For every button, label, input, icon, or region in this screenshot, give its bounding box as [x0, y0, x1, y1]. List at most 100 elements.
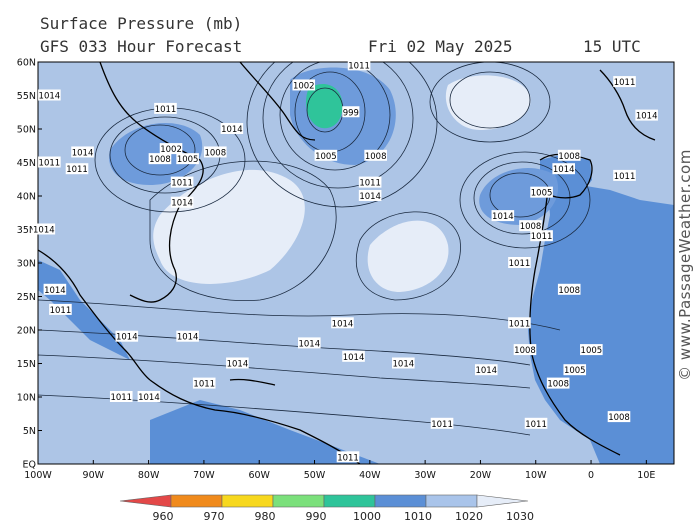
isobar-line	[124, 124, 196, 176]
isobar-label: 1011	[613, 76, 636, 88]
coastline	[239, 62, 316, 141]
isobar-label: 1008	[519, 220, 542, 232]
isobar-label: 1014	[176, 330, 199, 343]
svg-text:1002: 1002	[293, 81, 315, 91]
isobar-label: 1005	[530, 186, 553, 199]
lat-label: 20N	[17, 326, 36, 337]
isobar-label: 1011	[154, 102, 177, 115]
isobar-label: 1008	[364, 149, 387, 162]
svg-text:1002: 1002	[160, 145, 182, 155]
isobar-label: 1005	[314, 149, 338, 162]
svg-text:1014: 1014	[177, 333, 199, 343]
svg-text:1008: 1008	[149, 155, 171, 165]
svg-text:1014: 1014	[39, 92, 61, 102]
svg-text:1014: 1014	[72, 148, 94, 158]
svg-text:1011: 1011	[39, 159, 61, 169]
isobar-label: 1008	[513, 344, 537, 356]
svg-text:1005: 1005	[531, 189, 553, 199]
isobar-label: 1014	[115, 330, 139, 343]
isobar-label: 1005	[563, 364, 587, 376]
lat-label: 15N	[17, 359, 36, 370]
isobar-label: 1014	[170, 196, 194, 209]
isobar-label: 1011	[38, 156, 61, 169]
legend-label: 1000	[353, 510, 381, 523]
isobar-label: 1011	[530, 230, 553, 242]
svg-text:1008: 1008	[520, 222, 542, 232]
svg-text:1014: 1014	[359, 192, 381, 202]
isobar-label: 1014	[392, 357, 415, 370]
lon-label: 50W	[304, 470, 326, 481]
coastline	[599, 69, 656, 141]
svg-text:1011: 1011	[531, 232, 553, 242]
svg-text:1014: 1014	[393, 360, 415, 370]
isobar-label: 1014	[226, 357, 249, 370]
svg-text:1014: 1014	[475, 366, 497, 376]
lat-label: EQ	[23, 460, 36, 471]
svg-text:1005: 1005	[564, 366, 586, 376]
isobar-line	[459, 151, 591, 249]
svg-text:1014: 1014	[171, 199, 193, 209]
svg-text:1005: 1005	[177, 155, 199, 165]
high-pressure-central	[367, 220, 449, 292]
svg-text:1011: 1011	[431, 420, 453, 430]
isobar-label: 1002	[159, 143, 183, 155]
lon-label: 20W	[470, 470, 492, 481]
coastline	[229, 378, 276, 386]
lat-label: 50N	[17, 125, 36, 136]
isobar-label: 1011	[508, 257, 531, 269]
legend-swatch	[476, 494, 529, 508]
isobar-label: 1011	[109, 391, 133, 403]
forecast-date: Fri 02 May 2025	[368, 37, 513, 56]
isobar-label: 1014	[635, 109, 658, 122]
svg-text:1011: 1011	[614, 172, 636, 182]
lon-label: 10W	[525, 470, 547, 481]
isobar-label: 1014	[474, 364, 498, 376]
svg-text:1014: 1014	[138, 393, 160, 403]
isobar-label: 1011	[508, 317, 531, 329]
svg-text:1008: 1008	[558, 286, 580, 296]
isobar-label: 1014	[552, 163, 575, 175]
isobar-label: 1005	[176, 153, 199, 165]
isobar-label: 1014	[137, 391, 161, 403]
forecast-label: GFS 033 Hour Forecast	[40, 37, 243, 56]
lon-label: 10E	[637, 470, 655, 481]
svg-text:1005: 1005	[315, 152, 337, 162]
isobar-label: 1008	[148, 153, 172, 165]
svg-text:1014: 1014	[492, 212, 514, 222]
svg-text:1011: 1011	[525, 420, 547, 430]
isobar-label: 1014	[38, 89, 61, 102]
isobar-label: 1014	[71, 146, 94, 158]
svg-text:1008: 1008	[204, 148, 226, 158]
lat-label: 60N	[17, 58, 36, 69]
isobar-label: 1014	[43, 283, 67, 296]
isobar-line	[149, 160, 337, 302]
map-title: Surface Pressure (mb)	[40, 14, 243, 33]
lon-label: 80W	[138, 470, 160, 481]
svg-text:1014: 1014	[332, 319, 354, 329]
legend-swatch	[323, 494, 376, 508]
legend-label: 1010	[404, 510, 432, 523]
svg-text:1008: 1008	[608, 413, 630, 423]
isobar-label: 1008	[557, 149, 581, 162]
lon-label: 60W	[248, 470, 270, 481]
svg-text:1011: 1011	[110, 393, 132, 403]
isobar-label: 1014	[358, 190, 382, 202]
isobar-label: 1008	[203, 146, 227, 158]
legend-swatch	[272, 494, 325, 508]
legend-swatch	[170, 494, 223, 508]
isobar-label: 1014	[220, 123, 244, 135]
legend-label: 970	[204, 510, 225, 523]
isobar-label: 1005	[580, 344, 603, 356]
isobar-label: 1008	[557, 283, 581, 296]
svg-text:1011: 1011	[359, 179, 381, 189]
isobar-label: 1014	[297, 337, 321, 349]
isobar-line	[294, 71, 366, 153]
svg-text:1011: 1011	[348, 61, 370, 71]
isobar-label: 1011	[430, 417, 454, 430]
svg-text:1014: 1014	[227, 360, 249, 370]
lon-label: 0	[588, 470, 594, 481]
isobar-label: 1002	[292, 79, 316, 91]
svg-text:1011: 1011	[66, 165, 88, 175]
lon-label: 70W	[193, 470, 215, 481]
